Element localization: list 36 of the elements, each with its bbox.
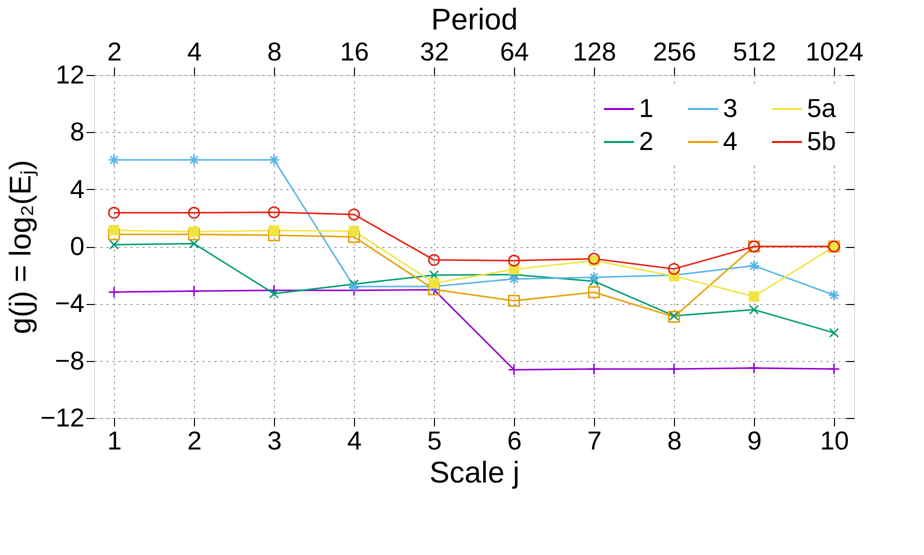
legend-label: 4 [723,126,738,156]
x-tick-label: 8 [667,426,682,456]
x2-tick-label: 4 [187,36,202,66]
x2-tick-label: 1024 [806,36,864,66]
x2-tick-label: 512 [732,36,776,66]
x2-tick-label: 32 [420,36,449,66]
x-tick-label: 9 [747,426,762,456]
x2-tick-label: 2 [107,36,122,66]
x2-tick-label: 256 [652,36,696,66]
legend-label: 3 [723,93,738,123]
legend-label: 2 [639,126,654,156]
y-tick-label: −4 [54,288,84,318]
x-tick-label: 1 [107,426,122,456]
legend-label: 5a [807,93,836,123]
x2-tick-label: 8 [267,36,282,66]
x-tick-label: 3 [267,426,282,456]
x-tick-label: 5 [427,426,442,456]
y-tick-label: −8 [54,345,84,376]
y-tick-label: 0 [70,231,84,261]
legend-label: 5b [807,126,836,156]
y-tick-label: −12 [40,402,84,432]
y-tick-label: 4 [70,174,84,204]
x2-axis-title: Period [431,4,518,36]
y-tick-label: 8 [70,116,84,147]
x2-tick-label: 16 [340,36,369,66]
x-tick-label: 10 [820,426,849,456]
x-tick-label: 4 [347,426,362,456]
x2-tick-label: 64 [500,36,529,66]
x-tick-label: 6 [507,426,522,456]
x-tick-label: 2 [187,426,202,456]
y-tick-label: 12 [56,60,84,90]
y-axis-title: g(j) = log₂(Eⱼ) [4,160,38,334]
legend-label: 1 [639,93,654,123]
x-axis-title: Scale j [429,456,520,490]
x2-tick-label: 128 [572,36,616,66]
x-tick-label: 7 [587,426,602,456]
